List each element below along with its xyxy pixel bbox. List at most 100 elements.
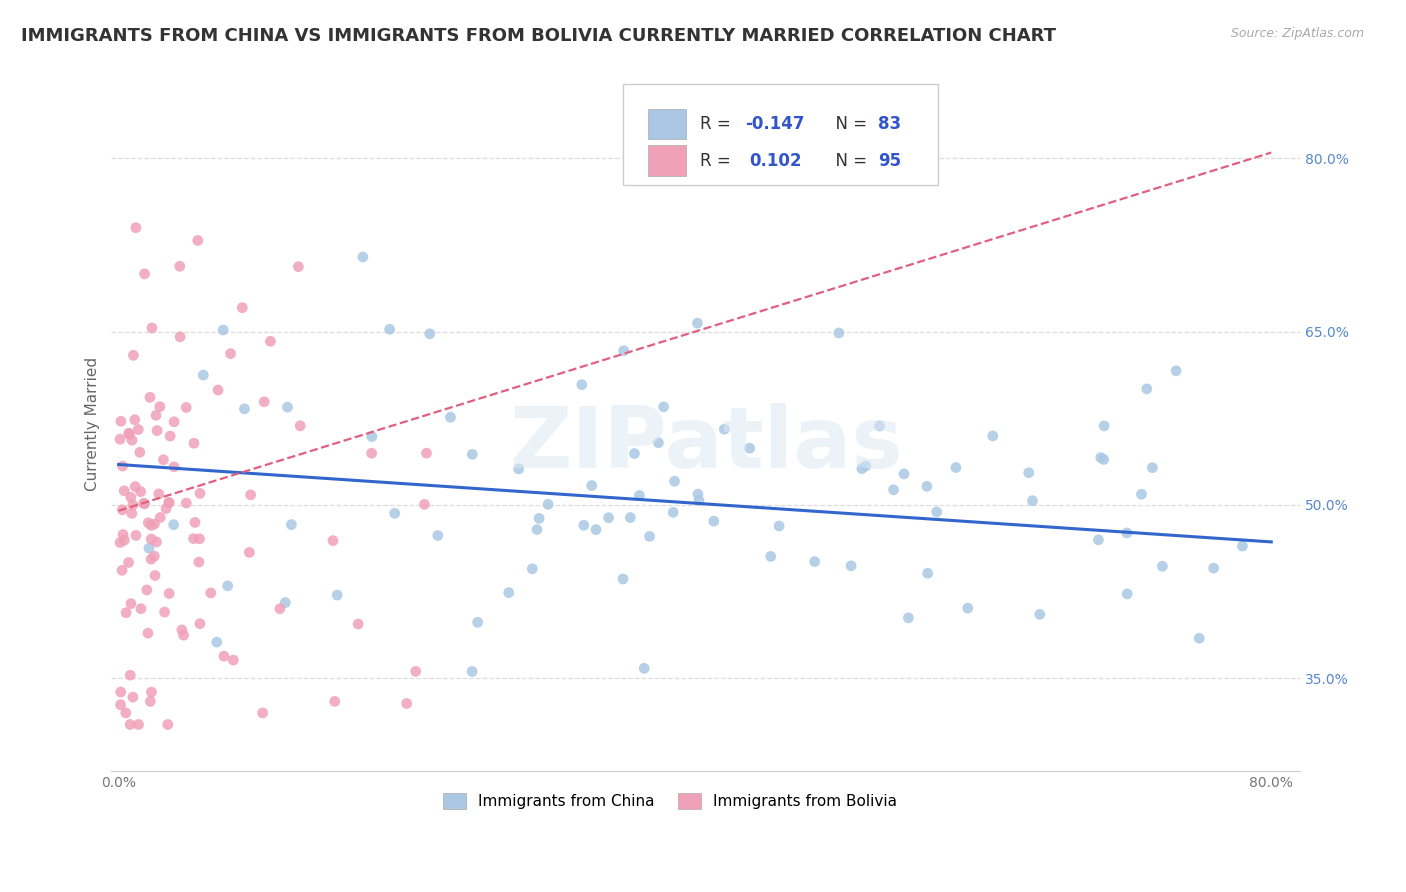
Point <box>280 517 302 532</box>
Point <box>110 685 132 699</box>
Point <box>136 516 159 530</box>
Point <box>686 316 709 330</box>
Point <box>384 506 406 520</box>
Point <box>897 611 920 625</box>
Point <box>121 433 143 447</box>
Point <box>405 665 427 679</box>
Point <box>1116 587 1139 601</box>
Point <box>141 685 163 699</box>
Point <box>187 555 209 569</box>
Point <box>122 348 145 362</box>
Point <box>149 510 172 524</box>
Point <box>110 698 132 712</box>
Point <box>426 528 449 542</box>
Point <box>149 400 172 414</box>
Point <box>981 429 1004 443</box>
Point <box>122 690 145 705</box>
Point <box>527 511 550 525</box>
Point <box>127 423 149 437</box>
Point <box>439 410 461 425</box>
Point <box>662 505 685 519</box>
Text: R =: R = <box>700 152 741 169</box>
Text: N =: N = <box>824 115 872 133</box>
Point <box>252 706 274 720</box>
Point <box>768 519 790 533</box>
Point <box>143 549 166 564</box>
Point <box>174 401 197 415</box>
Text: 0.102: 0.102 <box>749 152 803 169</box>
Point <box>152 452 174 467</box>
Point <box>1142 460 1164 475</box>
Point <box>274 596 297 610</box>
Point <box>169 260 191 274</box>
Point <box>193 368 215 382</box>
Point <box>114 706 136 720</box>
Point <box>159 429 181 443</box>
Point <box>869 418 891 433</box>
Point <box>413 497 436 511</box>
Point <box>188 486 211 500</box>
Point <box>1021 493 1043 508</box>
Text: N =: N = <box>824 152 872 169</box>
Point <box>461 447 484 461</box>
Point <box>139 694 162 708</box>
Point <box>664 474 686 488</box>
Y-axis label: Currently Married: Currently Married <box>86 357 100 491</box>
Point <box>120 491 142 505</box>
Text: IMMIGRANTS FROM CHINA VS IMMIGRANTS FROM BOLIVIA CURRENTLY MARRIED CORRELATION C: IMMIGRANTS FROM CHINA VS IMMIGRANTS FROM… <box>21 27 1056 45</box>
Point <box>124 413 146 427</box>
Point <box>132 496 155 510</box>
Point <box>138 541 160 556</box>
Point <box>184 516 207 530</box>
Point <box>738 441 761 455</box>
Point <box>612 572 634 586</box>
Point <box>352 250 374 264</box>
Point <box>803 555 825 569</box>
Point <box>212 323 235 337</box>
Text: 95: 95 <box>879 152 901 169</box>
Point <box>143 568 166 582</box>
Point <box>498 585 520 599</box>
Point <box>415 446 437 460</box>
Point <box>217 579 239 593</box>
Point <box>135 582 157 597</box>
Point <box>613 343 636 358</box>
Point <box>122 498 145 512</box>
Point <box>120 597 142 611</box>
Point <box>163 459 186 474</box>
Point <box>128 717 150 731</box>
Point <box>378 322 401 336</box>
Point <box>108 432 131 446</box>
Point <box>219 346 242 360</box>
Point <box>360 429 382 443</box>
Point <box>1090 450 1112 465</box>
Point <box>125 528 148 542</box>
Point <box>157 496 180 510</box>
Point <box>1202 561 1225 575</box>
Point <box>522 562 544 576</box>
Point <box>143 517 166 532</box>
Point <box>129 484 152 499</box>
Point <box>638 529 661 543</box>
Point <box>212 649 235 664</box>
Point <box>141 518 163 533</box>
Point <box>112 483 135 498</box>
Point <box>121 507 143 521</box>
Point <box>200 586 222 600</box>
Point <box>395 697 418 711</box>
Point <box>145 409 167 423</box>
Point <box>323 694 346 708</box>
Point <box>183 532 205 546</box>
Point <box>118 426 141 441</box>
FancyBboxPatch shape <box>648 145 686 176</box>
Point <box>141 532 163 546</box>
Point <box>134 267 156 281</box>
Point <box>703 514 725 528</box>
Point <box>238 545 260 559</box>
Point <box>956 601 979 615</box>
Point <box>461 665 484 679</box>
Point <box>1018 466 1040 480</box>
Point <box>1188 632 1211 646</box>
Point <box>322 533 344 548</box>
Point <box>572 518 595 533</box>
